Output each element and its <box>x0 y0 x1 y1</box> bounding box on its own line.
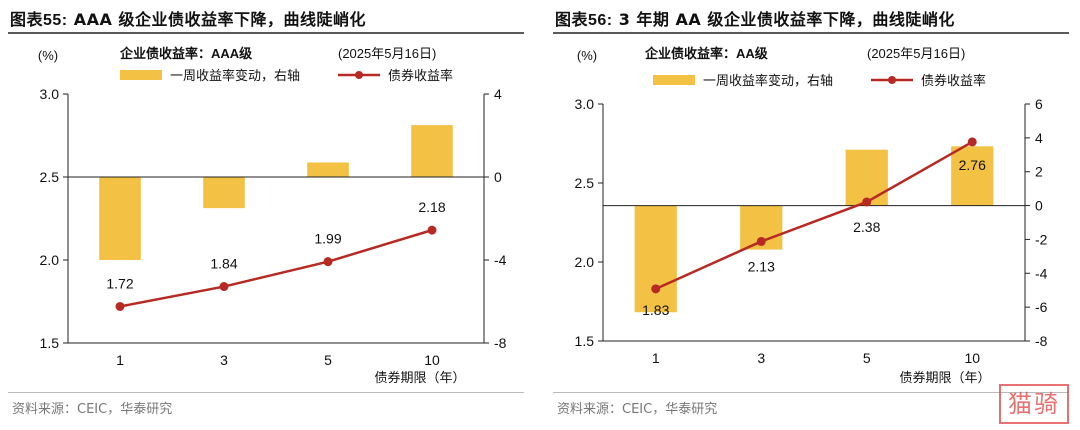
chart-title: 图表56: 3 年期 AA 级企业债收益率下降，曲线陡峭化 <box>555 6 955 30</box>
yield-line <box>655 140 973 291</box>
date-label: (2025年5月16日) <box>338 46 436 61</box>
y-tick-label-right: 6 <box>1035 96 1043 112</box>
y-tick-label-left: 2.0 <box>40 252 60 268</box>
yield-data-label: 2.18 <box>418 199 445 215</box>
y-unit-label: (%) <box>38 48 58 63</box>
x-tick-label: 3 <box>220 352 228 368</box>
yield-data-label: 1.84 <box>210 256 237 272</box>
chart-panel-55: 图表55: AAA 级企业债收益率下降，曲线陡峭化 (%) 企业债收益率：AAA级… <box>0 0 530 430</box>
x-tick-label: 1 <box>116 352 124 368</box>
footer-divider <box>553 392 1069 393</box>
yield-data-label: 1.72 <box>106 275 133 291</box>
yield-point <box>756 236 766 246</box>
figure-title: AAA 级企业债收益率下降，曲线陡峭化 <box>73 10 366 29</box>
y-tick-label-right: -8 <box>494 335 507 351</box>
legend-line-marker <box>355 71 363 79</box>
source-note: 资料来源：CEIC，华泰研究 <box>557 402 718 417</box>
legend-line-label: 债券收益率 <box>921 73 986 88</box>
bar <box>634 205 677 313</box>
yield-point <box>219 282 229 292</box>
y-tick-label-left: 2.5 <box>40 169 60 185</box>
x-axis-label: 债券期限（年） <box>899 370 990 385</box>
chart-panel-56: 图表56: 3 年期 AA 级企业债收益率下降，曲线陡峭化 (%) 企业债收益率：… <box>545 0 1075 430</box>
figure-label: 图表55: <box>10 12 68 29</box>
y-tick-label-right: 4 <box>494 86 502 102</box>
y-tick-label-right: -4 <box>494 252 507 268</box>
bar <box>951 146 994 206</box>
chart-subtitle: 企业债收益率：AAA级 <box>119 46 253 61</box>
watermark-stamp: 猫骑 <box>999 384 1069 424</box>
chart-55: (%) 企业债收益率：AAA级 (2025年5月16日) 一周收益率变动，右轴 债券收益… <box>38 46 507 385</box>
title-divider <box>8 32 524 34</box>
yield-point <box>427 225 437 235</box>
x-tick-label: 3 <box>757 350 765 366</box>
y-tick-label-left: 3.0 <box>575 96 595 112</box>
y-unit-label: (%) <box>577 48 597 63</box>
y-tick-label-left: 1.5 <box>575 333 595 349</box>
legend-bar-swatch <box>653 75 695 85</box>
yield-point <box>115 301 125 311</box>
legend-bar-label: 一周收益率变动，右轴 <box>703 73 833 88</box>
legend-line-label: 债券收益率 <box>388 68 453 83</box>
x-tick-label: 1 <box>652 350 660 366</box>
yield-point <box>862 197 872 207</box>
x-tick-label: 5 <box>324 352 332 368</box>
chart-56: (%) 企业债收益率：AA级 (2025年5月16日) 一周收益率变动，右轴 债券收益率… <box>575 46 1048 385</box>
yield-data-label: 2.38 <box>853 219 880 235</box>
bar <box>203 177 245 209</box>
yield-point <box>323 257 333 267</box>
y-tick-label-right: 0 <box>1035 198 1043 214</box>
x-axis-label: 债券期限（年） <box>374 370 465 385</box>
chart-subtitle: 企业债收益率：AA级 <box>644 46 769 61</box>
bar <box>411 125 453 177</box>
bar <box>307 162 349 177</box>
x-tick-label: 5 <box>863 350 871 366</box>
y-tick-label-left: 3.0 <box>40 86 60 102</box>
yield-data-label: 2.76 <box>959 157 986 173</box>
legend-bar-swatch <box>120 70 162 80</box>
y-tick-label-left: 2.5 <box>575 175 595 191</box>
title-divider <box>553 32 1069 34</box>
y-tick-label-right: -8 <box>1035 333 1048 349</box>
yield-data-label: 1.83 <box>642 302 669 318</box>
bar <box>99 177 141 260</box>
yield-line <box>119 228 433 308</box>
y-tick-label-right: -6 <box>1035 299 1048 315</box>
date-label: (2025年5月16日) <box>867 46 965 61</box>
y-tick-label-right: -4 <box>1035 265 1048 281</box>
y-tick-label-right: 0 <box>494 169 502 185</box>
legend-bar-label: 一周收益率变动，右轴 <box>170 68 300 83</box>
bar <box>845 149 888 206</box>
figure-label: 图表56: <box>555 12 613 29</box>
chart-title: 图表55: AAA 级企业债收益率下降，曲线陡峭化 <box>10 6 366 30</box>
footer-divider <box>8 392 524 393</box>
y-tick-label-left: 1.5 <box>40 335 60 351</box>
source-note: 资料来源：CEIC，华泰研究 <box>12 402 173 417</box>
x-tick-label: 10 <box>964 350 980 366</box>
legend-line-marker <box>888 76 896 84</box>
y-tick-label-left: 2.0 <box>575 254 595 270</box>
watermark-text: 猫骑 <box>1008 390 1060 418</box>
figure-title: 3 年期 AA 级企业债收益率下降，曲线陡峭化 <box>618 10 955 29</box>
yield-point <box>651 284 661 294</box>
y-tick-label-right: -2 <box>1035 231 1048 247</box>
yield-point <box>967 137 977 147</box>
yield-data-label: 2.13 <box>748 258 775 274</box>
y-tick-label-right: 2 <box>1035 164 1043 180</box>
x-tick-label: 10 <box>424 352 440 368</box>
y-tick-label-right: 4 <box>1035 130 1043 146</box>
yield-data-label: 1.99 <box>314 231 341 247</box>
